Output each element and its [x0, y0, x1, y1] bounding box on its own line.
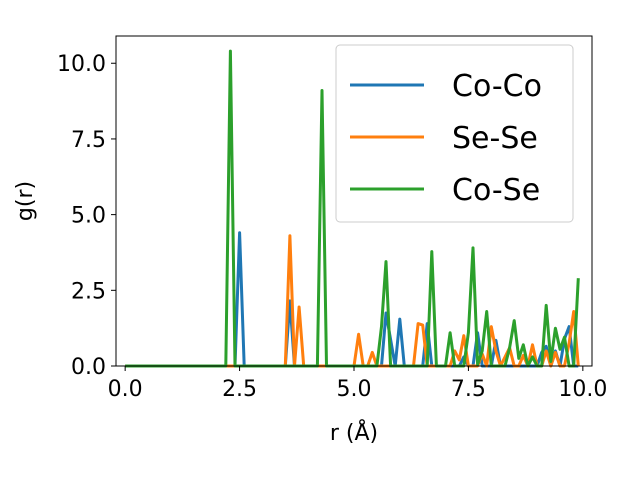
- legend-label-co-co: Co-Co: [452, 69, 542, 104]
- y-tick-label: 7.5: [71, 128, 106, 153]
- x-tick-label: 2.5: [222, 377, 257, 402]
- x-tick-label: 10.0: [558, 377, 607, 402]
- y-tick-label: 5.0: [71, 204, 106, 229]
- series-line-co-se: [125, 49, 580, 368]
- legend: Co-Co Se-Se Co-Se: [335, 44, 574, 223]
- x-tick-label: 0.0: [108, 377, 143, 402]
- y-tick-label: 0.0: [71, 355, 106, 380]
- x-axis-title: r (Å): [330, 419, 378, 446]
- y-axis-ticks: 0.0 2.5 5.0 7.5 10.0: [57, 52, 116, 380]
- x-tick-label: 5.0: [337, 377, 372, 402]
- y-tick-label: 10.0: [57, 52, 106, 77]
- x-tick-label: 7.5: [451, 377, 486, 402]
- x-axis-ticks: 0.0 2.5 5.0 7.5 10.0: [108, 366, 607, 402]
- y-axis-title: g(r): [13, 181, 38, 221]
- legend-box: [335, 44, 574, 223]
- legend-label-se-se: Se-Se: [452, 121, 538, 156]
- legend-label-co-se: Co-Se: [452, 173, 540, 208]
- y-tick-label: 2.5: [71, 279, 106, 304]
